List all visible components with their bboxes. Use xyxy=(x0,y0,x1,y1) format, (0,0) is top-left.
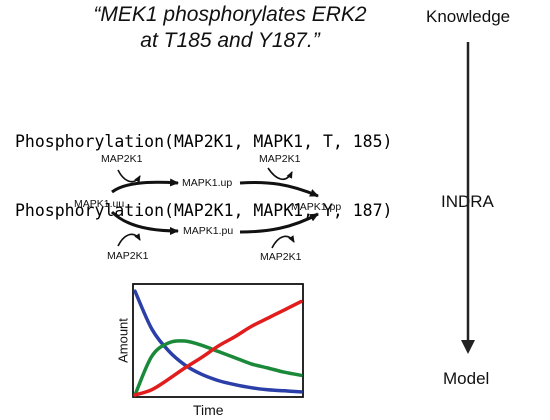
quote-line-2: at T185 and Y187.” xyxy=(140,29,320,52)
enzyme-arrow-bottom-left xyxy=(117,233,141,247)
plot-x-label: Time xyxy=(193,402,224,418)
knowledge-label: Knowledge xyxy=(426,7,511,26)
species-mapk1-up: MAPK1.up xyxy=(182,177,233,189)
enzyme-label-bottom-right: MAP2K1 xyxy=(260,251,302,263)
plot-series-2 xyxy=(133,339,303,397)
reaction-arrow-uu-up xyxy=(111,178,179,194)
plot-series-layer xyxy=(133,289,303,397)
species-mapk1-uu: MAPK1.uu xyxy=(74,198,125,210)
enzyme-arrow-bottom-right xyxy=(271,235,295,249)
quote-text: “MEK1 phosphorylates ERK2 at T185 and Y1… xyxy=(0,2,460,54)
quote-line-1: “MEK1 phosphorylates ERK2 xyxy=(93,3,367,26)
model-label: Model xyxy=(443,369,490,388)
statement-line-1: Phosphorylation(MAP2K1, MAPK1, T, 185) xyxy=(15,132,393,151)
enzyme-label-bottom-left: MAP2K1 xyxy=(107,250,149,262)
statement-line-2: Phosphorylation(MAP2K1, MAPK1, Y, 187) xyxy=(15,201,393,220)
indra-statements: Phosphorylation(MAP2K1, MAPK1, T, 185) P… xyxy=(15,84,393,245)
enzyme-arrow-top-right xyxy=(267,167,293,180)
pipeline-arrowhead xyxy=(461,340,475,354)
reaction-arrow-uu-pu xyxy=(110,210,179,235)
enzyme-arrow-top-left xyxy=(117,169,141,183)
enzyme-label-top-right: MAP2K1 xyxy=(259,153,301,165)
enzyme-label-top-left: MAP2K1 xyxy=(101,153,143,165)
plot-y-label: Amount xyxy=(115,318,131,363)
species-mapk1-pp: MAPK1.pp xyxy=(291,201,342,213)
species-mapk1-pu: MAPK1.pu xyxy=(183,225,234,237)
reaction-arrow-up-pp xyxy=(239,180,319,198)
reaction-arrow-pu-pp xyxy=(239,212,319,234)
plot-series-3 xyxy=(133,299,303,397)
